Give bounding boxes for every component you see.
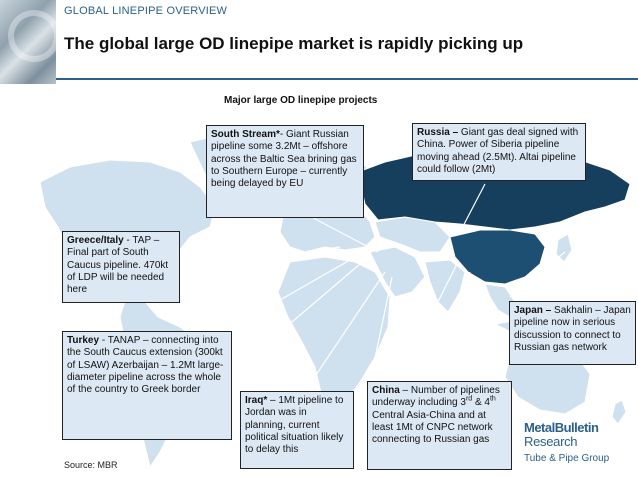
china bbox=[449, 229, 546, 285]
middle-east bbox=[369, 246, 426, 298]
map-caption: Major large OD linepipe projects bbox=[224, 95, 378, 106]
logo-line2: Research bbox=[524, 434, 578, 449]
callout-japan: Japan – Sakhalin – Japan pipeline now in… bbox=[509, 301, 636, 365]
callout-greece-italy-text: - TAP – Final part of South Caucus pipel… bbox=[67, 235, 169, 296]
callout-turkey-name: Turkey bbox=[67, 335, 100, 346]
japan bbox=[555, 233, 573, 263]
source-note: Source: MBR bbox=[64, 460, 118, 470]
pointer-china-b bbox=[429, 271, 471, 375]
pointer-turkey bbox=[209, 259, 351, 341]
new-zealand bbox=[611, 399, 627, 425]
callout-china-name: China bbox=[372, 385, 400, 396]
callout-turkey: Turkey - TANAP – connecting into the Sou… bbox=[62, 331, 232, 440]
callout-iraq-name: Iraq* bbox=[245, 395, 268, 406]
callout-china: China – Number of pipelines underway inc… bbox=[367, 381, 512, 470]
callout-turkey-text: - TANAP – connecting into the South Cauc… bbox=[67, 335, 224, 396]
callout-south-stream-text: - Giant Russian pipeline some 3.2Mt – of… bbox=[211, 129, 357, 190]
pointer-iraq bbox=[309, 271, 386, 385]
slide-title: The global large OD linepipe market is r… bbox=[64, 34, 524, 53]
callout-iraq: Iraq* – 1Mt pipeline to Jordan was in pl… bbox=[240, 391, 354, 469]
india bbox=[424, 259, 466, 313]
pointer-china bbox=[399, 261, 459, 378]
pointer-russia bbox=[459, 183, 486, 233]
title-divider bbox=[56, 78, 638, 80]
logo-line3: Tube & Pipe Group bbox=[524, 453, 610, 464]
callout-iraq-text: – 1Mt pipeline to Jordan was in planning… bbox=[245, 395, 344, 456]
pointer-greece-italy bbox=[179, 246, 341, 273]
callout-south-stream: South Stream*- Giant Russian pipeline so… bbox=[206, 125, 364, 218]
callout-russia-name: Russia – bbox=[417, 127, 459, 138]
logo-line1: MetalBulletin bbox=[524, 420, 599, 435]
callout-south-stream-name: South Stream* bbox=[211, 129, 280, 140]
header: GLOBAL LINEPIPE OVERVIEW The global larg… bbox=[0, 0, 638, 84]
section-label: GLOBAL LINEPIPE OVERVIEW bbox=[64, 5, 228, 17]
callout-russia: Russia – Giant gas deal signed with Chin… bbox=[412, 123, 586, 181]
pipe-image bbox=[0, 0, 60, 84]
pointer-japan bbox=[509, 251, 566, 298]
callout-greece-italy: Greece/Italy - TAP – Final part of South… bbox=[62, 231, 180, 303]
pointer-turkey-b bbox=[244, 263, 361, 363]
callout-pointers bbox=[179, 183, 566, 385]
callout-greece-italy-name: Greece/Italy bbox=[67, 235, 124, 246]
callout-japan-name: Japan – bbox=[514, 305, 552, 316]
pointer-iraq-b bbox=[369, 276, 393, 383]
metal-bulletin-logo: MetalBulletin Research Tube & Pipe Group bbox=[524, 420, 634, 470]
callout-russia-text: Giant gas deal signed with China. Power … bbox=[417, 127, 579, 175]
callout-japan-text: Sakhalin – Japan pipeline now in serious… bbox=[514, 305, 631, 353]
